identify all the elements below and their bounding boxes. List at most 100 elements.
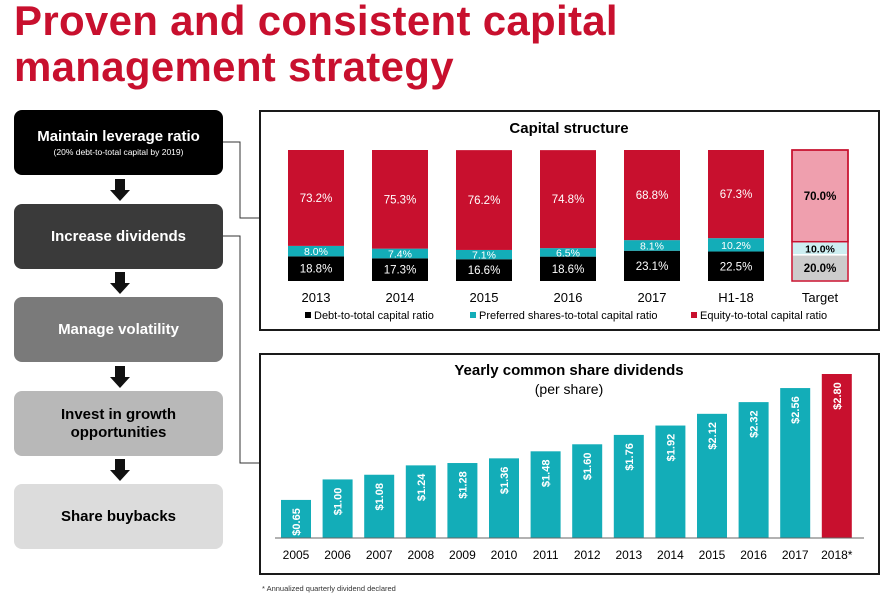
x-tick-label: 2017 (782, 548, 809, 562)
capital-bar-segment (708, 238, 764, 252)
data-label: 6.5% (556, 247, 580, 259)
data-label: 7.4% (388, 248, 412, 260)
chart-title: Yearly common share dividends (454, 362, 683, 379)
data-label: 68.8% (636, 190, 669, 202)
data-label: 8.0% (304, 246, 328, 258)
x-tick-label: 2009 (449, 548, 476, 562)
connector-line-dividends (223, 235, 259, 464)
data-label: 8.1% (640, 240, 664, 252)
title-line-2: management strategy (14, 43, 454, 90)
x-tick-label: 2015 (699, 548, 726, 562)
x-tick-label: 2016 (740, 548, 767, 562)
data-label: 70.0% (804, 191, 837, 203)
capital-bar-segment (372, 248, 428, 259)
dividend-bar (364, 474, 395, 538)
x-tick-label: 2006 (324, 548, 351, 562)
data-label: 18.6% (552, 264, 585, 276)
x-tick-label: 2016 (554, 290, 583, 305)
data-label: $0.65 (291, 508, 303, 536)
capital-bar-segment (708, 150, 764, 239)
dividend-bar (322, 479, 353, 538)
dividend-bar (821, 374, 852, 538)
data-label: $2.56 (790, 396, 802, 424)
chart-subtitle: (per share) (535, 381, 603, 397)
data-label: 10.2% (721, 240, 751, 252)
dividend-bar (613, 434, 644, 538)
data-label: 73.2% (300, 193, 333, 205)
step-label: Share buybacks (60, 507, 177, 525)
data-label: 74.8% (552, 194, 585, 206)
legend-label: Preferred shares-to-total capital ratio (479, 310, 658, 322)
data-label: $1.76 (624, 443, 636, 471)
data-label: 75.3% (384, 194, 417, 206)
down-arrow-icon (110, 459, 130, 481)
capital-bar-segment (456, 150, 512, 250)
x-tick-label: H1-18 (718, 290, 753, 305)
dividend-bar (281, 499, 311, 538)
step-maintain-leverage-ratio: Maintain leverage ratio (20% debt-to-tot… (14, 110, 223, 175)
capital-bar-segment (708, 251, 764, 281)
data-label: $2.12 (707, 422, 719, 450)
x-tick-label: 2012 (574, 548, 601, 562)
capital-bar-segment (540, 256, 596, 281)
dividend-bar (530, 451, 561, 538)
data-label: 18.8% (300, 264, 333, 276)
title-line-1: Proven and consistent capital (14, 0, 618, 44)
down-arrow-icon (110, 366, 130, 388)
legend-swatch (470, 312, 476, 318)
dividend-bar (780, 388, 811, 538)
data-label: 17.3% (384, 265, 417, 277)
down-arrow-icon (110, 179, 130, 201)
dividend-bar (572, 444, 603, 538)
step-increase-dividends: Increase dividends (14, 204, 223, 269)
capital-structure-chart: Capital structure 18.8% 8.0% 73.2% 2013 17.3… (288, 120, 849, 322)
data-label: $1.08 (374, 483, 386, 511)
chart-title: Capital structure (509, 120, 628, 137)
footnote: * Annualized quarterly dividend declared (262, 584, 396, 593)
step-manage-volatility: Manage volatility (14, 297, 223, 362)
target-bar-outline (791, 149, 849, 282)
data-label: 67.3% (720, 189, 753, 201)
dividend-bar (697, 413, 727, 538)
data-label: 76.2% (468, 195, 501, 207)
x-tick-label: 2018* (821, 548, 853, 562)
x-tick-label: Target (802, 290, 839, 305)
data-label: 7.1% (472, 250, 496, 262)
capital-bar-segment (288, 256, 344, 281)
x-tick-label: 2017 (638, 290, 667, 305)
capital-bar-segment (791, 254, 849, 282)
capital-bar-segment (456, 249, 512, 260)
data-label: $1.36 (499, 467, 511, 495)
x-tick-label: 2013 (302, 290, 331, 305)
capital-bar-segment (372, 150, 428, 249)
data-label: 20.0% (804, 263, 837, 275)
capital-bar-segment (372, 258, 428, 281)
capital-bar-segment (624, 240, 680, 251)
capital-bar-segment (288, 245, 344, 257)
dividend-bar (447, 463, 478, 538)
data-label: $1.60 (582, 453, 594, 481)
legend-swatch (305, 312, 311, 318)
legend-label: Equity-to-total capital ratio (700, 310, 827, 322)
capital-bar-segment (456, 259, 512, 281)
x-tick-label: 2010 (491, 548, 518, 562)
data-label: $1.24 (416, 473, 428, 501)
dividend-bar (738, 402, 769, 538)
x-tick-label: 2005 (283, 548, 310, 562)
capital-bar-segment (540, 248, 596, 257)
data-label: 16.6% (468, 265, 501, 277)
x-tick-label: 2015 (470, 290, 499, 305)
data-label: $2.80 (832, 382, 844, 410)
dividend-bar (405, 465, 436, 538)
dividends-chart: Yearly common share dividends (per share… (275, 362, 864, 562)
capital-bar-segment (540, 150, 596, 249)
data-label: 22.5% (720, 261, 753, 273)
data-label: $2.32 (749, 410, 761, 438)
page-title: Proven and consistent capital management… (14, 0, 618, 90)
data-label: 10.0% (805, 243, 835, 255)
step-label: Increase dividends (50, 227, 187, 245)
x-tick-label: 2008 (407, 548, 434, 562)
dividend-bar (655, 425, 686, 538)
step-invest-in-growth: Invest in growth opportunities (14, 391, 223, 456)
